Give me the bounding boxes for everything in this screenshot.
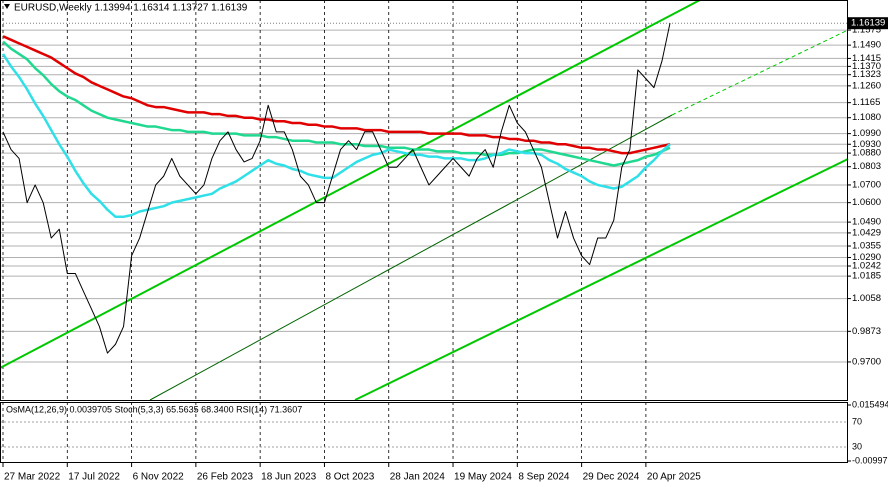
x-tick-label: 8 Oct 2023	[325, 472, 374, 483]
channel-middle-extension	[671, 29, 849, 116]
x-tick-label: 27 Mar 2022	[4, 472, 61, 483]
y-tick-label: 1.0880	[852, 148, 881, 159]
series-line	[2, 40, 671, 167]
y-tick-label: 1.0990	[852, 128, 881, 139]
oscillator-tick-label: 0.015494	[852, 399, 888, 409]
channel-middle	[149, 114, 673, 401]
y-tick-label: 1.0700	[852, 179, 881, 190]
x-tick-label: 8 Sep 2024	[518, 472, 570, 483]
series-layer	[1, 23, 671, 354]
last-price-label: 1.16139	[851, 18, 885, 29]
y-tick-label: 1.1323	[852, 69, 881, 80]
y-tick-label: 1.1575	[852, 25, 881, 36]
y-tick-label: 0.9873	[852, 326, 881, 337]
y-tick-label: 1.0058	[852, 293, 881, 304]
oscillator-level-label: 70	[852, 416, 862, 426]
y-tick-label: 1.0290	[852, 252, 881, 263]
y-tick-label: 1.0803	[852, 161, 881, 172]
series-line	[2, 35, 671, 155]
x-tick-label: 28 Jan 2024	[390, 472, 445, 483]
chart-title: EURUSD,Weekly 1.13994 1.16314 1.13727 1.…	[14, 3, 248, 14]
trend-lines	[0, 0, 849, 401]
x-tick-label: 6 Nov 2022	[133, 472, 185, 483]
oscillator-panel-frame	[0, 402, 848, 463]
channel-upper	[0, 0, 701, 369]
x-tick-label: 20 Apr 2025	[647, 472, 701, 483]
y-tick-label: 1.1490	[852, 40, 881, 51]
grid-layer	[0, 0, 848, 463]
y-tick-label: 1.1080	[852, 112, 881, 123]
main-panel-frame	[0, 0, 848, 401]
x-tick-label: 26 Feb 2023	[197, 472, 254, 483]
oscillator-title: OsMA(12,26,9) 0.0039705 Stoch(5,3,3) 65.…	[6, 404, 302, 414]
y-tick-label: 0.9700	[852, 356, 881, 367]
x-tick-label: 17 Jul 2022	[68, 472, 120, 483]
x-tick-label: 18 Jun 2023	[261, 472, 316, 483]
oscillator-tick-label: -0.00997	[852, 455, 888, 465]
y-tick-label: 1.0490	[852, 217, 881, 228]
symbol-icon	[4, 4, 10, 9]
y-tick-label: 1.0185	[852, 271, 881, 282]
y-tick-label: 1.0429	[852, 227, 881, 238]
x-tick-label: 29 Dec 2024	[583, 472, 640, 483]
series-line	[2, 23, 671, 354]
x-tick-label: 19 May 2024	[454, 472, 512, 483]
y-tick-label: 1.1415	[852, 53, 881, 64]
y-tick-label: 1.0355	[852, 241, 881, 252]
oscillator-level-label: 30	[852, 441, 862, 451]
y-tick-label: 1.0600	[852, 197, 881, 208]
y-tick-label: 1.0242	[852, 261, 881, 272]
y-tick-label: 1.0930	[852, 139, 881, 150]
y-tick-label: 1.1260	[852, 80, 881, 91]
y-tick-label: 1.1165	[852, 97, 880, 108]
y-tick-label: 1.1370	[852, 61, 881, 72]
channel-lower	[354, 158, 849, 401]
last-price-box	[848, 17, 888, 30]
series-line	[1, 53, 671, 219]
